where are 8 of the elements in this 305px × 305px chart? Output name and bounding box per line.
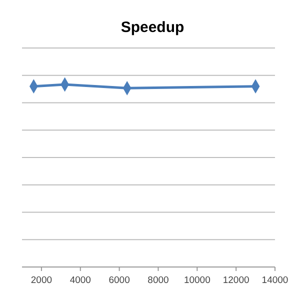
x-tick-label: 2000 <box>30 275 52 286</box>
chart-title: Speedup <box>120 19 184 36</box>
x-tick-label: 4000 <box>70 275 91 286</box>
x-tick-label: 6000 <box>108 275 130 286</box>
x-tick-label: 8000 <box>148 275 169 286</box>
x-tick-label: 10000 <box>184 275 210 286</box>
x-tick-label: 14000 <box>262 275 288 286</box>
x-tick-label: 12000 <box>222 275 250 286</box>
